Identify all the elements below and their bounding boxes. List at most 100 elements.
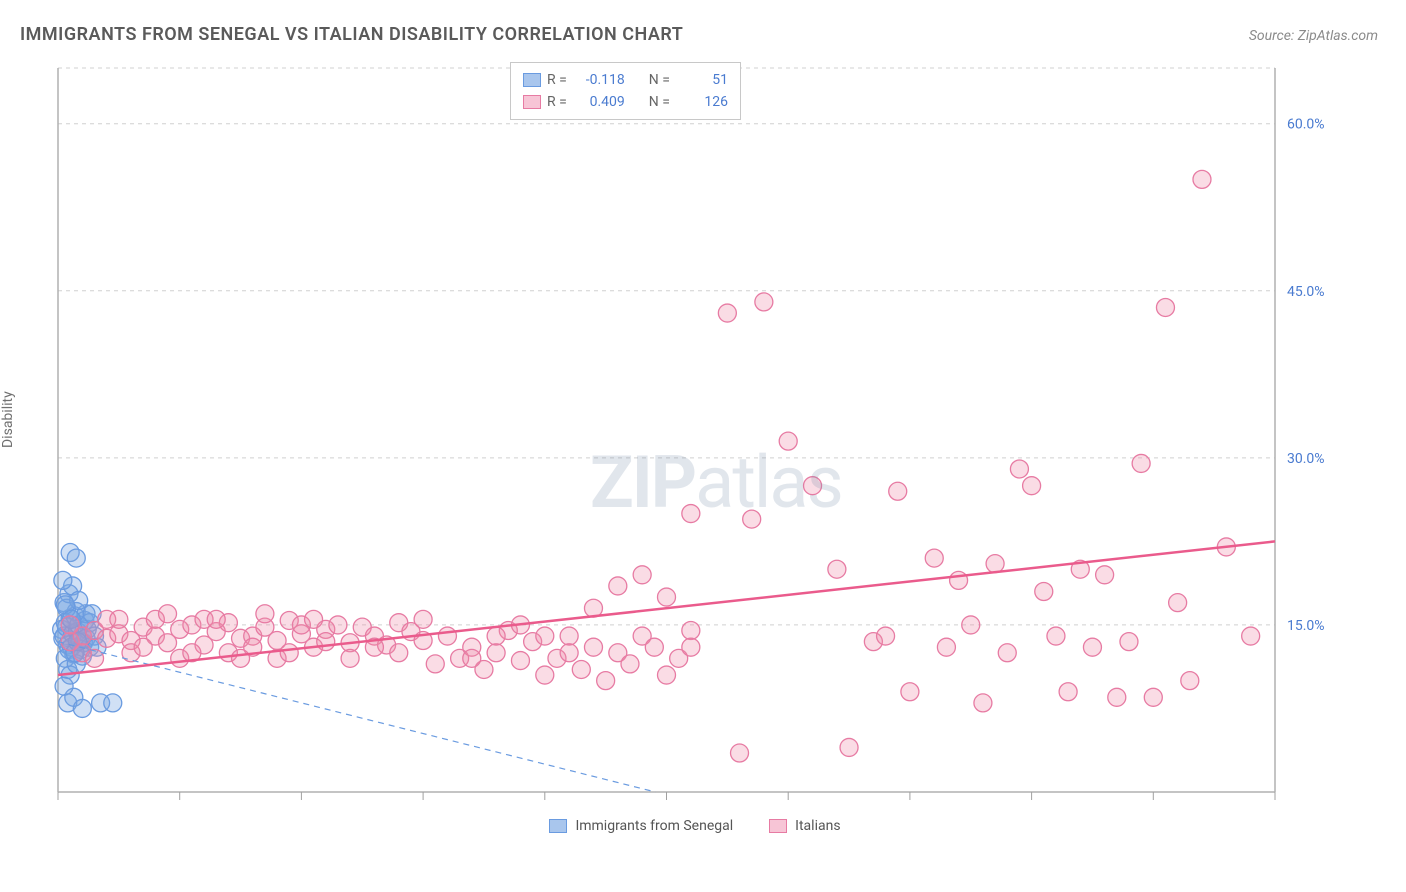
scatter-point-italians — [1144, 688, 1162, 706]
scatter-point-italians — [329, 616, 347, 634]
series-legend-item-senegal: Immigrants from Senegal — [549, 818, 733, 834]
scatter-point-italians — [986, 555, 1004, 573]
legend-r-value: 0.409 — [573, 94, 625, 110]
legend-r-label: R = — [547, 72, 567, 88]
scatter-point-italians — [426, 655, 444, 673]
legend-n-label: N = — [649, 72, 670, 88]
scatter-point-italians — [536, 627, 554, 645]
scatter-point-italians — [159, 605, 177, 623]
legend-r-label: R = — [547, 94, 567, 110]
scatter-point-italians — [1181, 672, 1199, 690]
scatter-point-italians — [207, 610, 225, 628]
chart-title: IMMIGRANTS FROM SENEGAL VS ITALIAN DISAB… — [20, 24, 683, 45]
series-legend: Immigrants from Senegal Italians — [50, 818, 1340, 834]
series-legend-label: Italians — [795, 818, 840, 834]
scatter-point-italians — [487, 627, 505, 645]
scatter-point-italians — [1120, 633, 1138, 651]
scatter-point-italians — [463, 649, 481, 667]
scatter-point-italians — [755, 293, 773, 311]
scatter-point-italians — [1059, 683, 1077, 701]
scatter-point-italians — [804, 477, 822, 495]
scatter-point-italians — [305, 610, 323, 628]
scatter-point-italians — [840, 738, 858, 756]
source-attribution: Source: ZipAtlas.com — [1249, 28, 1378, 44]
scatter-point-italians — [1169, 594, 1187, 612]
y-tick-label: 30.0% — [1287, 451, 1325, 467]
legend-n-value: 126 — [676, 94, 728, 110]
scatter-point-senegal — [67, 549, 85, 567]
scatter-point-italians — [560, 644, 578, 662]
scatter-point-italians — [1156, 298, 1174, 316]
scatter-point-italians — [877, 627, 895, 645]
legend-swatch — [549, 819, 567, 833]
scatter-point-senegal — [54, 571, 72, 589]
legend-row-italians: R = 0.409 N = 126 — [523, 91, 728, 113]
scatter-point-italians — [256, 605, 274, 623]
legend-swatch — [523, 73, 541, 87]
scatter-point-italians — [572, 660, 590, 678]
scatter-point-italians — [341, 649, 359, 667]
scatter-point-italians — [1242, 627, 1260, 645]
series-legend-item-italians: Italians — [769, 818, 840, 834]
scatter-point-italians — [560, 627, 578, 645]
y-axis-label: Disability — [0, 391, 16, 448]
scatter-point-italians — [1023, 477, 1041, 495]
scatter-point-italians — [779, 432, 797, 450]
scatter-point-italians — [658, 666, 676, 684]
scatter-point-italians — [925, 549, 943, 567]
scatter-point-italians — [280, 644, 298, 662]
scatter-point-italians — [1096, 566, 1114, 584]
scatter-point-italians — [1083, 638, 1101, 656]
scatter-point-senegal — [104, 694, 122, 712]
scatter-point-italians — [743, 510, 761, 528]
scatter-point-italians — [937, 638, 955, 656]
scatter-point-italians — [633, 566, 651, 584]
scatter-point-italians — [901, 683, 919, 701]
scatter-point-italians — [998, 644, 1016, 662]
series-legend-label: Immigrants from Senegal — [575, 818, 733, 834]
scatter-point-italians — [658, 588, 676, 606]
scatter-point-italians — [682, 638, 700, 656]
legend-n-value: 51 — [676, 72, 728, 88]
scatter-point-italians — [974, 694, 992, 712]
legend-swatch — [769, 819, 787, 833]
scatter-point-senegal — [55, 677, 73, 695]
scatter-point-italians — [414, 610, 432, 628]
y-tick-label: 45.0% — [1287, 284, 1325, 300]
scatter-point-italians — [1010, 460, 1028, 478]
scatter-point-italians — [110, 610, 128, 628]
scatter-point-italians — [317, 633, 335, 651]
legend-n-label: N = — [649, 94, 670, 110]
scatter-point-italians — [889, 482, 907, 500]
scatter-point-italians — [134, 638, 152, 656]
scatter-point-italians — [536, 666, 554, 684]
scatter-point-italians — [61, 616, 79, 634]
scatter-point-italians — [962, 616, 980, 634]
y-tick-label: 60.0% — [1287, 117, 1325, 133]
correlation-legend: R = -0.118 N = 51 R = 0.409 N = 126 — [510, 62, 741, 120]
scatter-point-italians — [390, 644, 408, 662]
scatter-point-italians — [584, 638, 602, 656]
scatter-point-italians — [1047, 627, 1065, 645]
scatter-point-italians — [645, 638, 663, 656]
legend-swatch — [523, 95, 541, 109]
scatter-point-italians — [1193, 170, 1211, 188]
scatter-point-italians — [828, 560, 846, 578]
plot-container: 15.0%30.0%45.0%60.0%0.0%100.0% ZIPatlas … — [50, 60, 1340, 800]
scatter-point-italians — [682, 621, 700, 639]
scatter-point-senegal — [73, 699, 91, 717]
scatter-point-italians — [438, 627, 456, 645]
scatter-point-italians — [1132, 454, 1150, 472]
scatter-point-italians — [609, 577, 627, 595]
scatter-point-italians — [1108, 688, 1126, 706]
scatter-point-italians — [487, 644, 505, 662]
legend-row-senegal: R = -0.118 N = 51 — [523, 69, 728, 91]
scatter-point-italians — [511, 652, 529, 670]
scatter-point-italians — [950, 571, 968, 589]
scatter-plot: 15.0%30.0%45.0%60.0%0.0%100.0% — [50, 60, 1340, 800]
legend-r-value: -0.118 — [573, 72, 625, 88]
scatter-point-italians — [682, 505, 700, 523]
scatter-point-italians — [1035, 583, 1053, 601]
scatter-point-italians — [731, 744, 749, 762]
scatter-point-italians — [718, 304, 736, 322]
